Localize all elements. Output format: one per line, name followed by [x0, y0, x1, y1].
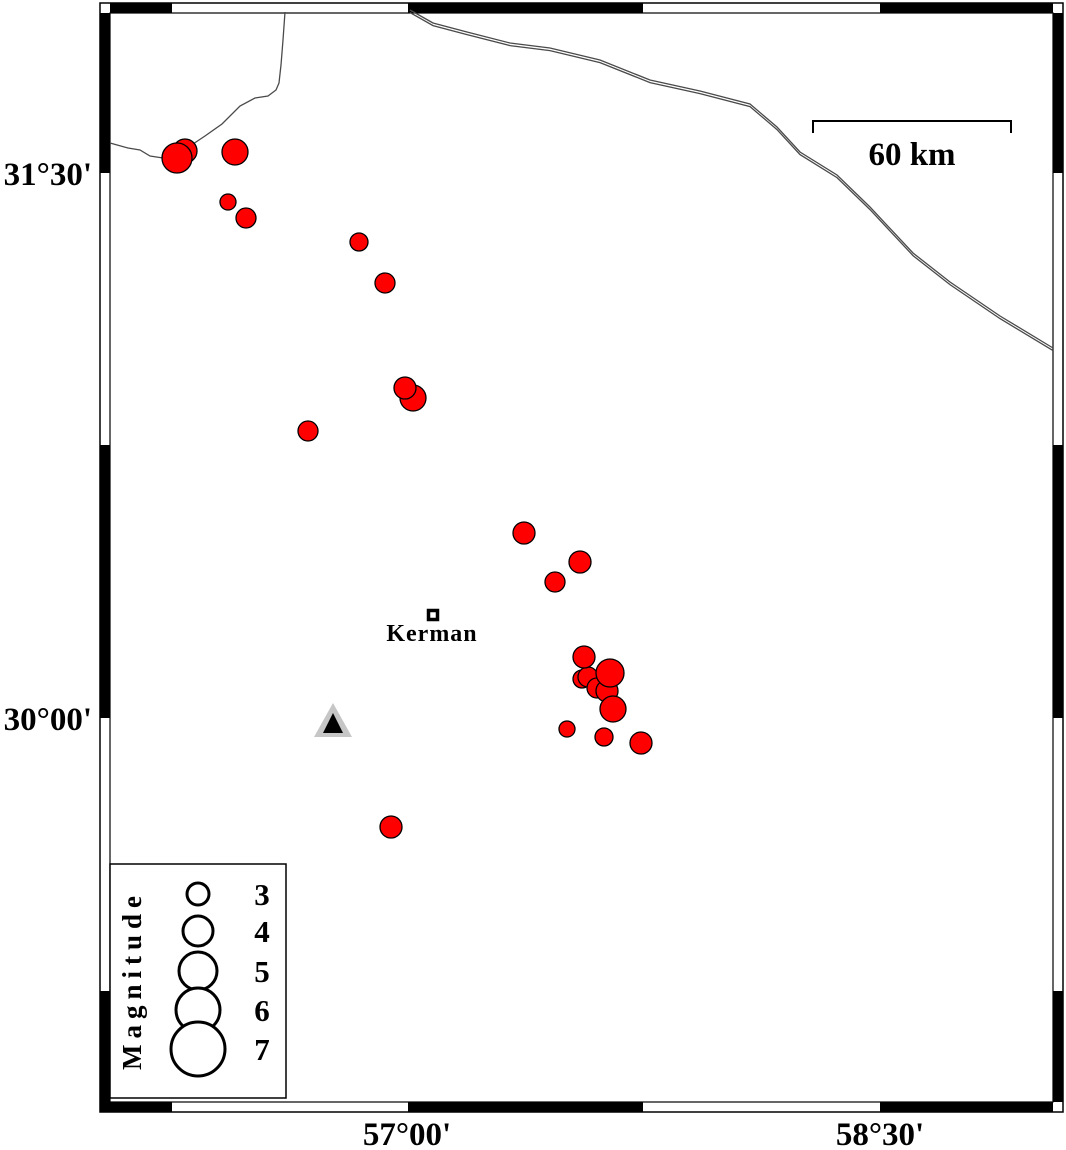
epicenter-marker [594, 727, 614, 747]
road-northwest [109, 11, 286, 159]
epicenter-marker [235, 207, 257, 229]
frame-segment-right [1053, 445, 1063, 718]
longitude-tick-label: 57°00' [363, 1117, 451, 1150]
epicenter-marker [379, 815, 403, 839]
legend-title: Magnitude [117, 890, 147, 1070]
legend-magnitude-value: 7 [254, 1032, 270, 1067]
epicenter-marker [544, 571, 566, 593]
epicenter-marker [595, 658, 625, 688]
frame-segment-left [100, 991, 110, 1102]
frame-segment-top [408, 3, 643, 13]
epicenter-marker [599, 695, 627, 723]
epicenter-marker [297, 420, 319, 442]
epicenter-marker [512, 521, 536, 545]
epicenter-marker [558, 720, 576, 738]
city-label: Kerman [386, 621, 477, 647]
frame-segment-top [110, 3, 172, 13]
scale-bar: 60 km [812, 120, 1012, 173]
epicenter-marker [393, 376, 417, 400]
axis-labels-layer: 31°30' 30°00' 57°00' 58°30' [4, 157, 925, 1150]
frame-segment-bottom [110, 1102, 172, 1112]
station-layer [314, 703, 352, 737]
magnitude-legend: Magnitude 34 5 6 7 [109, 863, 287, 1099]
latitude-tick-label: 31°30' [4, 157, 92, 193]
epicenter-marker [349, 232, 369, 252]
legend-circle-m4 [181, 914, 215, 948]
epicenter-marker [568, 550, 592, 574]
frame-segment-top [880, 3, 1053, 13]
frame-segment-right [1053, 13, 1063, 173]
frame-segment-bottom [880, 1102, 1053, 1112]
map-frame-layer [99, 2, 1064, 1113]
road-layer [109, 9, 1054, 352]
epicenter-layer [161, 138, 653, 839]
city-layer: Kerman [386, 608, 477, 647]
epicenter-marker [629, 731, 653, 755]
legend-magnitude-value: 3 [254, 877, 270, 912]
legend-circle-m7 [169, 1020, 227, 1078]
city-square-marker [426, 608, 440, 622]
station-triangle-core [323, 713, 343, 733]
legend-circle-m3 [185, 881, 211, 907]
legend-magnitude-value: 5 [254, 954, 270, 989]
frame-segment-left [100, 13, 110, 173]
legend-magnitude-value: 6 [254, 993, 270, 1028]
frame-segment-bottom [408, 1102, 643, 1112]
epicenter-marker [221, 138, 249, 166]
legend-magnitude-value: 4 [254, 914, 270, 949]
frame-segment-right [1053, 991, 1063, 1102]
road-northeast-double [409, 9, 1054, 349]
road-northeast-double-parallel [409, 12, 1054, 352]
scale-bar-label: 60 km [868, 137, 955, 173]
latitude-tick-label: 30°00' [4, 702, 92, 738]
epicenter-marker [374, 272, 396, 294]
epicenter-marker [161, 142, 193, 174]
frame-segment-left [100, 445, 110, 718]
legend-circle-m5 [177, 950, 219, 992]
scale-bar-bracket [812, 120, 1012, 133]
epicenter-marker [572, 645, 596, 669]
longitude-tick-label: 58°30' [836, 1117, 924, 1150]
frame-corner-piece [100, 1102, 110, 1112]
epicenter-marker [219, 193, 237, 211]
